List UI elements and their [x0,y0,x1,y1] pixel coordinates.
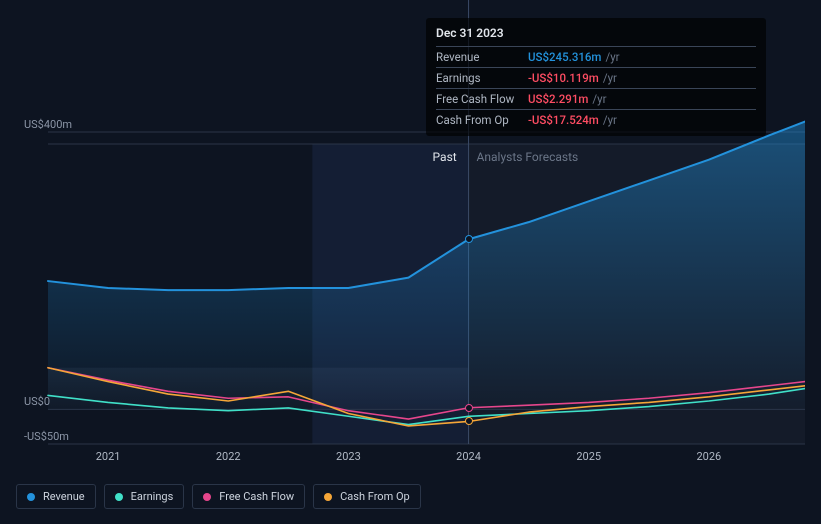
legend-label: Free Cash Flow [219,490,294,503]
tooltip-key: Cash From Op [436,113,528,127]
legend-label: Revenue [43,490,85,503]
fcf-marker [465,404,473,412]
tooltip-value: -US$17.524m [528,113,599,127]
tooltip-unit: /yr [592,92,606,106]
y-axis-label: -US$50m [24,430,69,443]
past-section-label: Past [433,150,457,164]
cfo-marker [465,417,473,425]
tooltip-value: -US$10.119m [528,71,599,85]
x-axis: 2021 2022 2023 2024 2025 2026 [16,450,805,470]
y-axis-label: US$0 [24,395,50,408]
tooltip-row: Earnings-US$10.119m/yr [436,67,756,88]
x-axis-label: 2024 [456,450,481,463]
tooltip-unit: /yr [603,71,617,85]
tooltip-row: Cash From Op-US$17.524m/yr [436,109,756,130]
y-axis-label: US$400m [24,118,72,131]
tooltip-unit: /yr [603,113,617,127]
chart-tooltip: Dec 31 2023 RevenueUS$245.316m/yrEarning… [426,18,766,136]
x-axis-label: 2022 [216,450,241,463]
legend-label: Earnings [131,490,174,503]
legend-dot-icon [324,493,332,501]
chart-legend: Revenue Earnings Free Cash Flow Cash From O… [16,484,421,509]
x-axis-label: 2023 [336,450,361,463]
legend-label: Cash From Op [340,490,410,503]
tooltip-unit: /yr [605,50,619,64]
x-axis-label: 2026 [696,450,721,463]
legend-item-revenue[interactable]: Revenue [16,484,96,509]
legend-dot-icon [203,493,211,501]
tooltip-value: US$2.291m [528,92,588,106]
forecast-section-label: Analysts Forecasts [477,150,579,164]
tooltip-row: Free Cash FlowUS$2.291m/yr [436,88,756,109]
legend-item-earnings[interactable]: Earnings [104,484,185,509]
tooltip-value: US$245.316m [528,50,601,64]
x-axis-label: 2021 [96,450,121,463]
revenue-marker [465,235,473,243]
legend-dot-icon [27,493,35,501]
tooltip-key: Free Cash Flow [436,92,528,106]
legend-item-cfo[interactable]: Cash From Op [313,484,421,509]
x-axis-label: 2025 [576,450,601,463]
tooltip-key: Earnings [436,71,528,85]
legend-dot-icon [115,493,123,501]
legend-item-fcf[interactable]: Free Cash Flow [192,484,305,509]
tooltip-row: RevenueUS$245.316m/yr [436,46,756,67]
tooltip-date: Dec 31 2023 [436,26,756,46]
tooltip-key: Revenue [436,50,528,64]
